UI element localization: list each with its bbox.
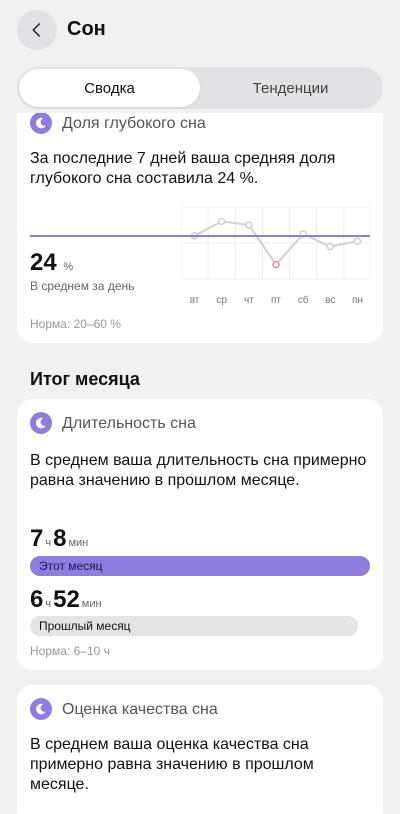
data-point xyxy=(245,221,253,229)
x-tick-label: ср xyxy=(216,295,227,306)
average-line xyxy=(30,234,370,237)
x-tick-label: пн xyxy=(352,295,363,306)
card-description: В среднем ваша длительность сна примерно… xyxy=(30,452,367,489)
moon-icon xyxy=(30,698,52,720)
card-title: Оценка качества сна xyxy=(62,701,218,718)
section-title: Итог месяца xyxy=(30,369,140,389)
card-description: За последние 7 дней ваша средняя доля гл… xyxy=(30,150,336,187)
data-point xyxy=(326,242,335,251)
average-caption: В среднем за день xyxy=(30,279,135,293)
last-month-duration: 6 ч52 мин xyxy=(30,586,102,613)
x-tick-label: сб xyxy=(298,294,309,306)
card-title: Длительность сна xyxy=(62,415,196,432)
deep-sleep-value: 24 % xyxy=(30,249,74,276)
sleep-quality-card[interactable]: Оценка качества сна В среднем ваша оценк… xyxy=(17,685,383,814)
chevron-left-icon xyxy=(32,23,40,37)
this-month-bar: Этот месяц xyxy=(30,556,370,576)
tab-trends[interactable]: Тенденции xyxy=(252,79,329,97)
data-point xyxy=(272,260,280,269)
this-month-duration: 7 ч8 мин xyxy=(30,525,89,552)
x-tick-label: чт xyxy=(244,295,254,306)
page-title: Сон xyxy=(67,18,106,40)
card-description: В среднем ваша оценка качества сна приме… xyxy=(30,736,314,793)
value-unit: % xyxy=(63,261,74,273)
norm-text: Норма: 6–10 ч xyxy=(30,644,110,658)
norm-text: Норма: 20–60 % xyxy=(30,317,121,331)
tab-summary[interactable]: Сводка xyxy=(19,69,200,107)
last-month-bar: Прошлый месяц xyxy=(30,616,358,636)
moon-icon xyxy=(30,412,52,434)
top-bar: Сон xyxy=(0,10,400,50)
x-tick-label: пт xyxy=(271,295,281,306)
x-tick-label: вс xyxy=(325,295,335,306)
moon-icon xyxy=(30,113,52,134)
sleep-duration-card[interactable]: Длительность сна В среднем ваша длительн… xyxy=(17,399,383,670)
data-point xyxy=(217,217,226,226)
x-tick-label: вт xyxy=(190,295,200,306)
deep-sleep-chart: вт ср чт пт сб вс пн xyxy=(181,207,371,306)
data-point xyxy=(353,237,362,245)
card-title: Доля глубокого сна xyxy=(62,115,206,132)
tab-bar: Сводка Тенденции xyxy=(17,67,383,109)
deep-sleep-card[interactable]: Доля глубокого сна За последние 7 дней в… xyxy=(17,113,383,343)
back-button[interactable] xyxy=(17,10,57,50)
